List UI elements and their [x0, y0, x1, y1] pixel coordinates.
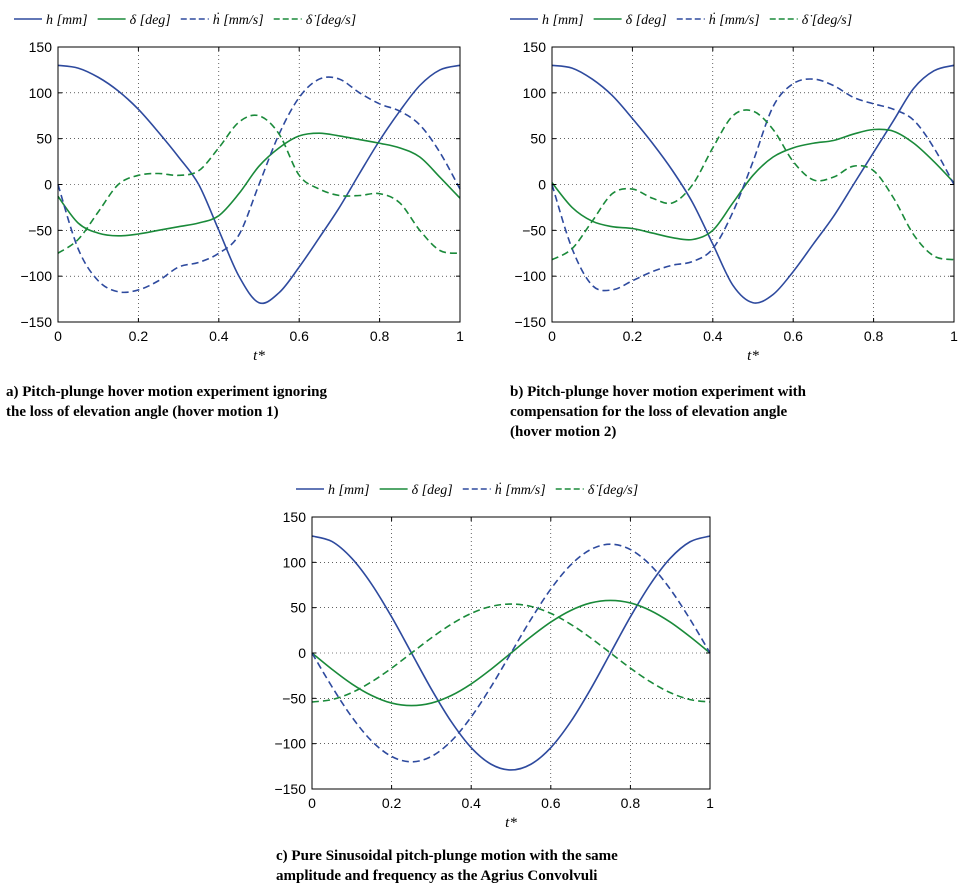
chart-panel-a: 0 0.2 0.4 0.6 0.8 1 150 100 50 0 −50 −100 −150 t* h [m…: [0, 0, 480, 440]
legend-label-3: ḣ [mm/s]: [495, 482, 546, 498]
y-tick-label: 150: [283, 509, 307, 525]
legend-label-2: δ [deg]: [130, 13, 171, 28]
y-tick-label: 50: [530, 131, 546, 147]
caption-c-line-1: c) Pure Sinusoidal pitch-plunge motion w…: [276, 848, 618, 864]
legend-label-3: ḣ [mm/s]: [709, 12, 760, 28]
legend-label-1: h [mm]: [46, 13, 88, 28]
legend-label-3: ḣ [mm/s]: [213, 12, 264, 28]
caption-a: a) Pitch-plunge hover motion experiment …: [6, 382, 327, 422]
x-tick-label: 0.4: [461, 795, 481, 811]
x-tick-label: 1: [456, 328, 464, 344]
x-tick-label: 0.8: [621, 795, 641, 811]
x-axis-label: t*: [253, 348, 265, 364]
y-tick-label: 50: [290, 600, 306, 616]
y-tick-label: 0: [44, 177, 52, 193]
legend-label-2: δ [deg]: [626, 13, 667, 28]
x-tick-label: 1: [950, 328, 958, 344]
y-tick-label: −50: [282, 690, 306, 706]
y-tick-label: 100: [523, 85, 547, 101]
chart-b-svg: 0 0.2 0.4 0.6 0.8 1 150 100 50 0 −50 −100 −150 t* h [m…: [510, 12, 958, 364]
x-tick-label: 0.8: [370, 328, 390, 344]
caption-c-line-2: amplitude and frequency as the Agrius Co…: [276, 868, 598, 884]
caption-a-line-1: a) Pitch-plunge hover motion experiment …: [6, 384, 327, 400]
legend-label-1: h [mm]: [542, 13, 584, 28]
x-tick-label: 0.6: [783, 328, 803, 344]
chart-panel-b: 0 0.2 0.4 0.6 0.8 1 150 100 50 0 −50 −100 −150 t* h [m…: [496, 0, 967, 460]
caption-c: c) Pure Sinusoidal pitch-plunge motion w…: [276, 846, 618, 886]
caption-b-line-1: b) Pitch-plunge hover motion experiment …: [510, 384, 806, 400]
y-tick-label: 150: [29, 39, 53, 55]
x-tick-label: 0.8: [864, 328, 884, 344]
caption-b-line-2: compensation for the loss of elevation a…: [510, 404, 788, 420]
y-tick-label: −150: [514, 314, 546, 330]
x-tick-label: 0: [308, 795, 316, 811]
y-tick-label: −150: [274, 781, 306, 797]
chart-a-svg: 0 0.2 0.4 0.6 0.8 1 150 100 50 0 −50 −100 −150 t* h [m…: [14, 12, 464, 364]
caption-b: b) Pitch-plunge hover motion experiment …: [510, 382, 806, 442]
x-tick-label: 0.6: [541, 795, 561, 811]
legend-label-2: δ [deg]: [412, 483, 453, 498]
y-tick-label: 0: [298, 645, 306, 661]
series-line-4: [551, 109, 955, 261]
x-tick-label: 0.4: [703, 328, 723, 344]
x-tick-label: 0: [548, 328, 556, 344]
y-tick-label: 100: [29, 85, 53, 101]
y-tick-label: 0: [538, 177, 546, 193]
y-tick-label: 50: [36, 131, 52, 147]
x-tick-label: 0.6: [289, 328, 309, 344]
series-line-3: [57, 76, 461, 294]
x-tick-label: 0.2: [382, 795, 402, 811]
series-line-1: [311, 535, 711, 771]
x-tick-label: 0: [54, 328, 62, 344]
series-line-4: [57, 114, 461, 255]
x-tick-label: 0.2: [129, 328, 149, 344]
series-line-4: [311, 603, 711, 703]
series-line-3: [311, 543, 711, 763]
legend-label-4: δ̇ [deg/s]: [588, 483, 638, 498]
caption-a-line-2: the loss of elevation angle (hover motio…: [6, 404, 279, 420]
y-tick-label: −50: [28, 222, 52, 238]
series-line-2: [311, 599, 711, 707]
y-tick-label: −100: [514, 268, 546, 284]
series-line-2: [551, 128, 955, 241]
x-tick-label: 0.4: [209, 328, 229, 344]
y-tick-label: 100: [283, 554, 307, 570]
caption-b-line-3: (hover motion 2): [510, 424, 617, 440]
y-tick-label: 150: [523, 39, 547, 55]
x-tick-label: 0.2: [623, 328, 643, 344]
series-line-1: [551, 64, 955, 304]
y-tick-label: −50: [522, 222, 546, 238]
chart-panel-c: 0 0.2 0.4 0.6 0.8 1 150 100 50 0 −50 −100 −150 t* h [m…: [254, 470, 734, 895]
x-axis-label: t*: [505, 815, 517, 831]
legend-label-1: h [mm]: [328, 483, 370, 498]
y-tick-label: −100: [274, 736, 306, 752]
legend-label-4: δ̇ [deg/s]: [802, 13, 852, 28]
x-tick-label: 1: [706, 795, 714, 811]
x-axis-label: t*: [747, 348, 759, 364]
series-line-1: [57, 64, 461, 305]
series-line-3: [551, 78, 955, 292]
legend-label-4: δ̇ [deg/s]: [306, 13, 356, 28]
y-tick-label: −150: [20, 314, 52, 330]
chart-c-svg: 0 0.2 0.4 0.6 0.8 1 150 100 50 0 −50 −100 −150 t* h [m…: [274, 482, 714, 831]
y-tick-label: −100: [20, 268, 52, 284]
series-line-2: [57, 132, 461, 237]
